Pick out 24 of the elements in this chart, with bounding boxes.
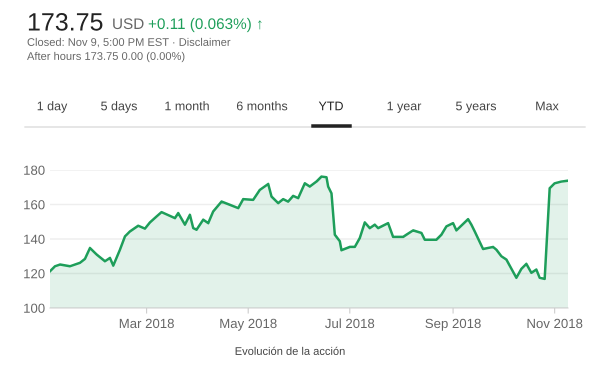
text: Max: [536, 102, 559, 110]
y-tick-label: 160: [24, 200, 45, 210]
x-tick-label: Nov 2018: [528, 318, 582, 328]
text: 6 months: [236, 101, 288, 110]
y-tick-label: 100: [24, 304, 45, 313]
text: USD: [113, 18, 144, 30]
text: YTD: [318, 102, 343, 110]
y-tick-label: 120: [24, 269, 45, 278]
text: Closed: Nov 9, 5:00 PM EST · Disclaimer: [28, 38, 230, 48]
y-tick-label: 140: [24, 234, 45, 244]
text: 5 years: [456, 102, 496, 113]
y-tick-label: 180: [24, 166, 45, 175]
x-tick-label: May 2018: [220, 318, 277, 331]
x-tick-label: Jul 2018: [325, 318, 374, 328]
text: +0.11 (0.063%) ↑: [148, 18, 262, 32]
text: 1 month: [165, 101, 209, 110]
text: Evolución de la acción: [236, 346, 345, 355]
text: 1 year: [388, 102, 422, 113]
x-tick-label: Sep 2018: [425, 318, 481, 331]
x-tick-label: Mar 2018: [120, 318, 174, 328]
text: 5 days: [101, 101, 137, 113]
text: 173.75: [28, 13, 102, 31]
text: 1 day: [38, 101, 68, 113]
text: After hours 173.75 0.00 (0.00%): [27, 52, 184, 62]
